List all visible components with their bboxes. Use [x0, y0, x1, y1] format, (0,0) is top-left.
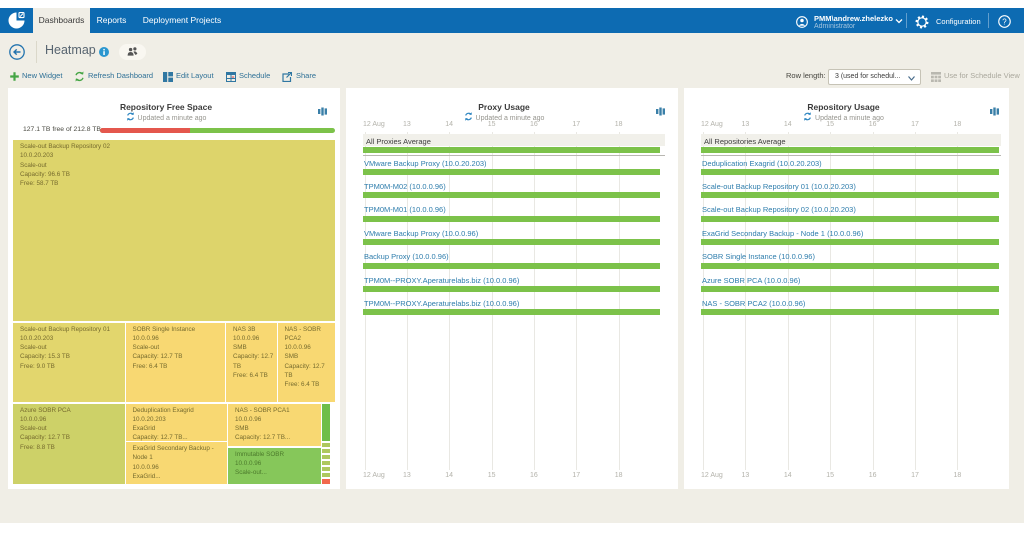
svg-text:?: ? — [1002, 17, 1007, 26]
